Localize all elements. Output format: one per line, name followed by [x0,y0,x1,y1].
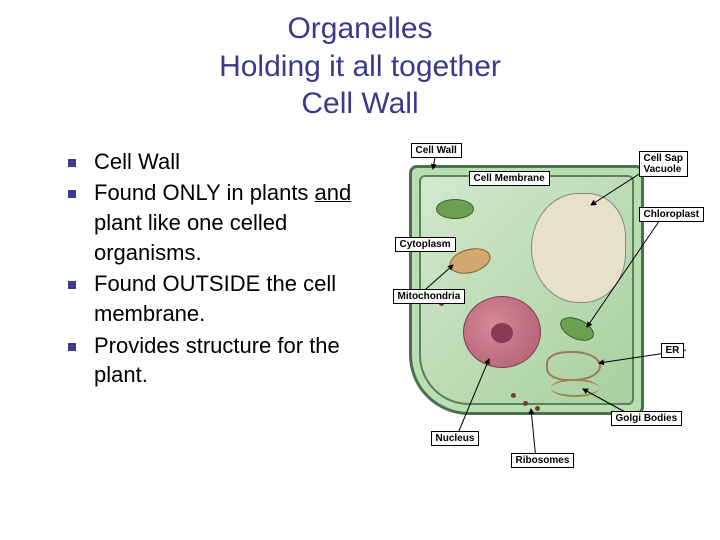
title-line-2: Holding it all together [0,48,720,86]
diagram-label-cell-membrane: Cell Membrane [469,171,550,186]
bullet-list: Cell Wall Found ONLY in plants and plant… [20,141,385,471]
bullet-marker-icon [68,281,76,289]
bullet-text: Provides structure for the plant. [94,331,385,390]
bullet-item: Found ONLY in plants and plant like one … [68,178,385,267]
bullet-text: Cell Wall [94,147,180,177]
chloroplast-shape [436,199,474,219]
bullet-text-underlined: and [315,180,352,205]
bullet-text-pre: Found ONLY in plants [94,180,315,205]
diagram-label-nucleus: Nucleus [431,431,480,446]
bullet-text: Found ONLY in plants and plant like one … [94,178,385,267]
bullet-text-post: plant like one celled organisms. [94,210,287,265]
cell-diagram: Cell WallCell SapVacuoleCell MembraneChl… [391,141,701,471]
diagram-label-mitochondria: Mitochondria [393,289,466,304]
ribosome-dot [523,401,528,406]
title-block: Organelles Holding it all together Cell … [0,0,720,141]
bullet-marker-icon [68,343,76,351]
bullet-item: Cell Wall [68,147,385,177]
bullet-item: Found OUTSIDE the cell membrane. [68,269,385,328]
bullet-marker-icon [68,190,76,198]
title-line-1: Organelles [0,10,720,48]
er-shape [546,351,601,381]
diagram-label-golgi-bodies: Golgi Bodies [611,411,683,426]
nucleolus-shape [491,323,513,343]
diagram-label-cell-wall: Cell Wall [411,143,462,158]
diagram-label-chloroplast: Chloroplast [639,207,705,222]
vacuole-shape [531,193,626,303]
bullet-text: Found OUTSIDE the cell membrane. [94,269,385,328]
diagram-label-er: ER [661,343,685,358]
ribosome-dot [535,406,540,411]
content-row: Cell Wall Found ONLY in plants and plant… [0,141,720,471]
title-line-3: Cell Wall [0,85,720,123]
bullet-marker-icon [68,159,76,167]
diagram-label-cytoplasm: Cytoplasm [395,237,456,252]
diagram-label-cell-sap-vacuole: Cell SapVacuole [639,151,688,177]
bullet-item: Provides structure for the plant. [68,331,385,390]
diagram-label-ribosomes: Ribosomes [511,453,575,468]
ribosome-dot [511,393,516,398]
golgi-shape [551,379,599,397]
